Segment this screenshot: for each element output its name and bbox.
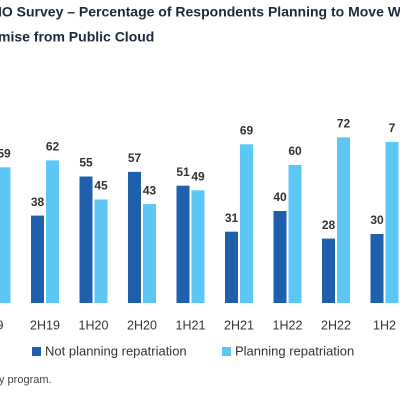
chart-title-line: mise from Public Cloud <box>0 29 154 45</box>
data-label: 51 <box>176 165 190 179</box>
x-tick-label: 2H19 <box>30 318 60 332</box>
data-label: 72 <box>337 117 351 131</box>
data-label: 60 <box>288 144 302 158</box>
legend-swatch <box>222 347 231 356</box>
bar <box>94 199 108 303</box>
bar <box>225 231 238 303</box>
bar <box>322 238 335 303</box>
data-label: 57 <box>128 151 142 165</box>
data-label: 49 <box>191 169 205 183</box>
bar <box>143 204 156 303</box>
data-label: 62 <box>46 140 60 154</box>
chart-title-line: IO Survey – Percentage of Respondents Pl… <box>0 4 400 20</box>
bar <box>79 176 93 303</box>
bar <box>288 165 302 303</box>
bar <box>191 190 205 303</box>
bar <box>176 185 190 303</box>
data-label: 28 <box>322 218 336 232</box>
legend-swatch <box>32 347 41 356</box>
legend-label: Planning repatriation <box>235 343 354 358</box>
x-tick-label: 1H22 <box>273 318 303 332</box>
data-label: 43 <box>143 183 157 197</box>
bar <box>46 160 59 303</box>
bar <box>240 144 253 303</box>
bar <box>31 215 44 303</box>
bar <box>337 137 350 303</box>
x-tick-label: 1H21 <box>176 318 206 332</box>
data-label: 55 <box>79 156 93 170</box>
data-label: 45 <box>94 179 108 193</box>
bar <box>0 167 11 303</box>
data-label: 40 <box>273 190 287 204</box>
x-tick-label: 2H22 <box>321 318 351 332</box>
x-tick-label: 1H20 <box>79 318 109 332</box>
legend-label: Not planning repatriation <box>45 343 187 358</box>
x-tick-label: 19 <box>0 318 3 332</box>
data-label: 31 <box>225 211 239 225</box>
data-label: 7 <box>389 121 396 135</box>
bar <box>385 142 399 303</box>
footnote: y program. <box>0 374 52 386</box>
x-tick-label: 2H21 <box>224 318 254 332</box>
bar <box>128 171 141 303</box>
bar <box>273 211 287 303</box>
bar <box>370 234 384 303</box>
x-tick-label: 1H2 <box>373 318 396 332</box>
x-tick-label: 2H20 <box>127 318 157 332</box>
data-label: 30 <box>370 213 384 227</box>
data-label: 69 <box>240 123 254 137</box>
data-label: 38 <box>31 195 45 209</box>
data-label: 59 <box>0 146 11 160</box>
